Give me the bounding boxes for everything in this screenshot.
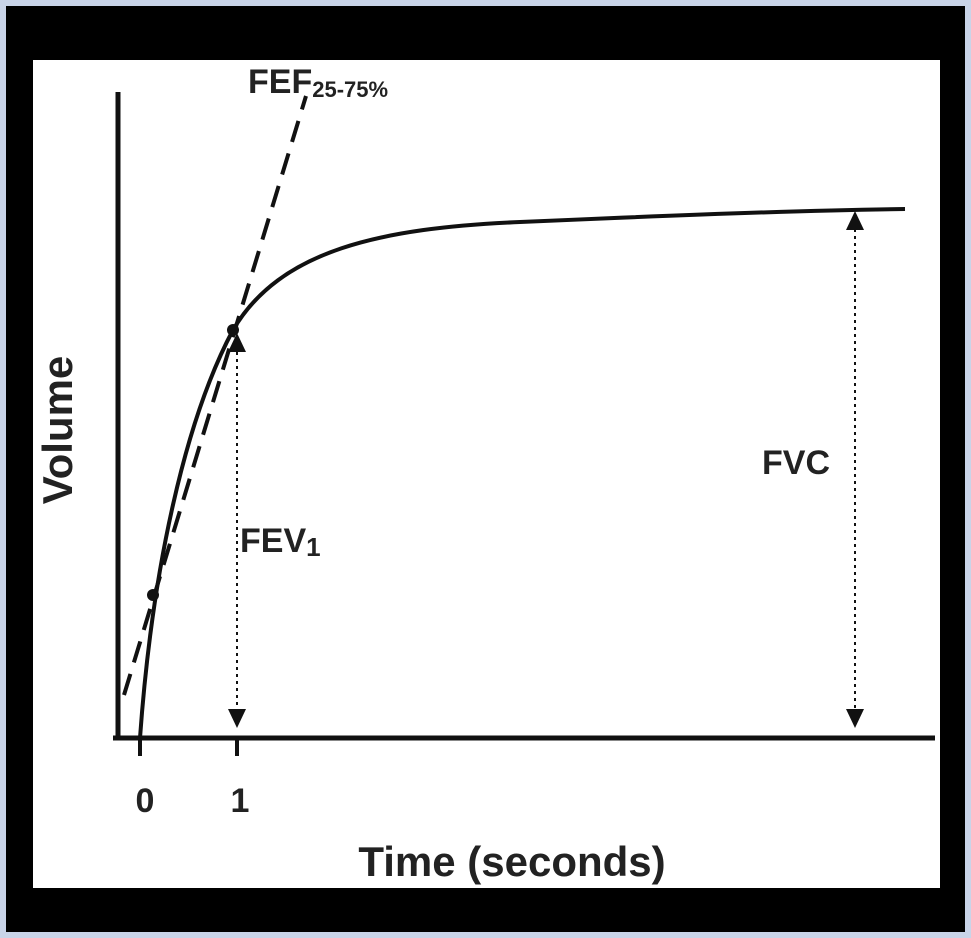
fef-label: FEF25-75% — [248, 63, 388, 102]
fev-label: FEV1 — [240, 522, 321, 562]
canvas — [33, 60, 940, 888]
fef-main: FEF — [248, 63, 312, 101]
y-axis-label: Volume — [34, 356, 81, 505]
x-tick-label: 1 — [231, 782, 250, 820]
arrowhead — [846, 211, 864, 230]
point — [147, 589, 159, 601]
fef-sub: 25-75% — [312, 77, 388, 102]
x-tick-label: 0 — [136, 782, 155, 820]
arrowhead — [228, 709, 246, 728]
volume-curve — [138, 207, 906, 739]
x-axis-label: Time (seconds) — [358, 838, 665, 885]
fev-main: FEV — [240, 522, 306, 560]
point — [227, 324, 239, 336]
arrowhead — [846, 709, 864, 728]
fvc-label: FVC — [762, 444, 830, 482]
arrowhead — [228, 333, 246, 352]
fev-sub: 1 — [306, 532, 320, 562]
